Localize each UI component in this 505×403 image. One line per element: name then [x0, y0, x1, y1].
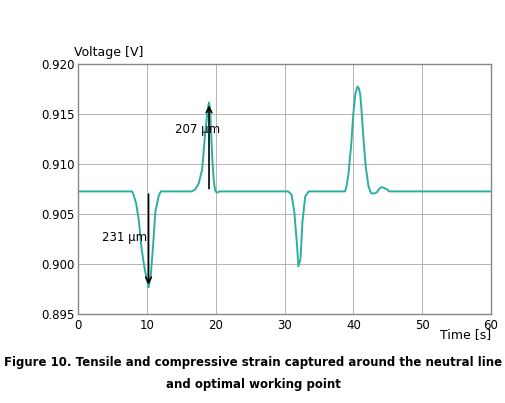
Text: Figure 10. Tensile and compressive strain captured around the neutral line: Figure 10. Tensile and compressive strai… [4, 356, 501, 369]
Text: 207 μm: 207 μm [174, 123, 219, 137]
Text: 231 μm: 231 μm [103, 231, 147, 244]
Text: Voltage [V]: Voltage [V] [74, 46, 143, 60]
Text: Time [s]: Time [s] [439, 328, 490, 341]
Text: and optimal working point: and optimal working point [165, 378, 340, 391]
